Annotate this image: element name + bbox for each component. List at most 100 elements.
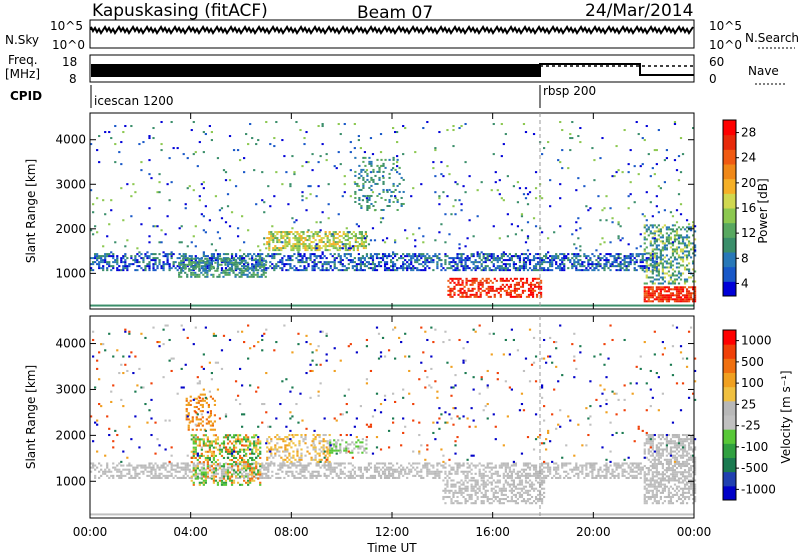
power-cell — [204, 133, 207, 136]
power-cell — [337, 261, 340, 264]
power-cell — [665, 244, 669, 247]
power-cell — [669, 211, 673, 214]
velocity-cell — [295, 464, 298, 467]
power-cell — [136, 261, 139, 264]
power-cell — [182, 257, 185, 260]
power-cell — [330, 245, 333, 248]
velocity-cell — [488, 470, 491, 473]
power-cell — [303, 265, 306, 268]
power-cell — [685, 280, 689, 283]
velocity-cell — [222, 465, 226, 468]
power-cell — [456, 183, 459, 186]
power-cell — [296, 247, 299, 250]
power-cell — [196, 165, 199, 168]
power-cell — [685, 296, 689, 299]
power-cell — [621, 267, 624, 270]
power-cell — [267, 267, 270, 270]
power-cell — [116, 255, 119, 258]
velocity-cell — [232, 444, 236, 447]
power-cell — [470, 269, 473, 272]
power-cell — [126, 269, 129, 272]
velocity-cell — [359, 468, 362, 471]
power-cell — [685, 268, 689, 271]
power-cell — [536, 257, 540, 260]
power-cell — [549, 259, 552, 262]
power-cell — [194, 261, 197, 264]
power-cell — [667, 280, 671, 283]
power-cell — [474, 261, 477, 264]
power-cell — [677, 276, 681, 279]
power-cell — [354, 156, 357, 159]
velocity-cell — [454, 470, 457, 473]
velocity-cell — [178, 466, 181, 469]
velocity-cell — [547, 466, 550, 469]
power-cell — [387, 255, 391, 258]
power-cell — [321, 253, 324, 256]
velocity-cell — [150, 466, 153, 469]
power-cell — [456, 257, 459, 260]
velocity-cell — [631, 476, 634, 479]
power-cell — [659, 290, 662, 293]
power-cell — [306, 249, 309, 252]
velocity-cell — [192, 448, 195, 451]
power-cell — [365, 235, 369, 238]
power-cell — [278, 239, 281, 242]
power-cell — [289, 263, 292, 266]
power-cell — [222, 261, 226, 264]
velocity-cell — [311, 474, 314, 477]
power-cell — [402, 125, 405, 128]
velocity-cell — [243, 436, 246, 439]
velocity-cell — [436, 462, 439, 465]
power-cell — [347, 247, 350, 250]
power-cell — [671, 224, 675, 227]
power-cell — [671, 244, 675, 247]
velocity-cell — [418, 470, 421, 473]
power-cell — [685, 226, 689, 229]
power-cell — [639, 233, 642, 236]
power-cell — [457, 289, 460, 292]
velocity-cell — [436, 468, 439, 471]
velocity-cell — [313, 474, 316, 477]
power-cell — [308, 243, 311, 246]
velocity-cell — [236, 473, 240, 476]
power-cell — [256, 275, 259, 278]
power-cell — [384, 166, 387, 169]
velocity-cell — [238, 450, 242, 453]
velocity-cell — [168, 470, 171, 473]
power-cell — [114, 259, 117, 262]
power-cell — [422, 255, 425, 258]
velocity-cell — [241, 448, 244, 451]
velocity-cell — [543, 474, 546, 477]
power-cell — [313, 269, 316, 272]
power-cell — [575, 253, 578, 256]
velocity-cell — [245, 434, 248, 437]
velocity-cell — [547, 468, 550, 471]
velocity-cell — [194, 474, 197, 477]
power-cell — [455, 277, 458, 280]
power-cell — [311, 269, 314, 272]
power-cell — [212, 265, 215, 268]
velocity-cell — [261, 472, 264, 475]
power-cell — [220, 269, 224, 272]
power-cell — [210, 259, 213, 262]
power-cell — [178, 261, 181, 264]
power-cell — [338, 247, 341, 250]
velocity-cell — [351, 476, 354, 479]
velocity-cell — [635, 466, 638, 469]
velocity-cell — [234, 446, 238, 449]
power-cell — [685, 238, 689, 241]
power-cell — [561, 259, 564, 262]
power-cell — [345, 227, 348, 230]
velocity-cell — [367, 468, 371, 471]
power-cell — [228, 259, 232, 262]
power-cell — [90, 257, 93, 260]
power-cell — [609, 241, 612, 244]
power-cell — [673, 282, 677, 285]
velocity-cell — [247, 483, 250, 486]
power-cell — [649, 230, 652, 233]
power-cell — [444, 269, 447, 272]
velocity-cell — [383, 464, 387, 467]
velocity-cell — [514, 464, 518, 467]
velocity-cell — [540, 470, 544, 473]
velocity-cell — [524, 472, 528, 475]
